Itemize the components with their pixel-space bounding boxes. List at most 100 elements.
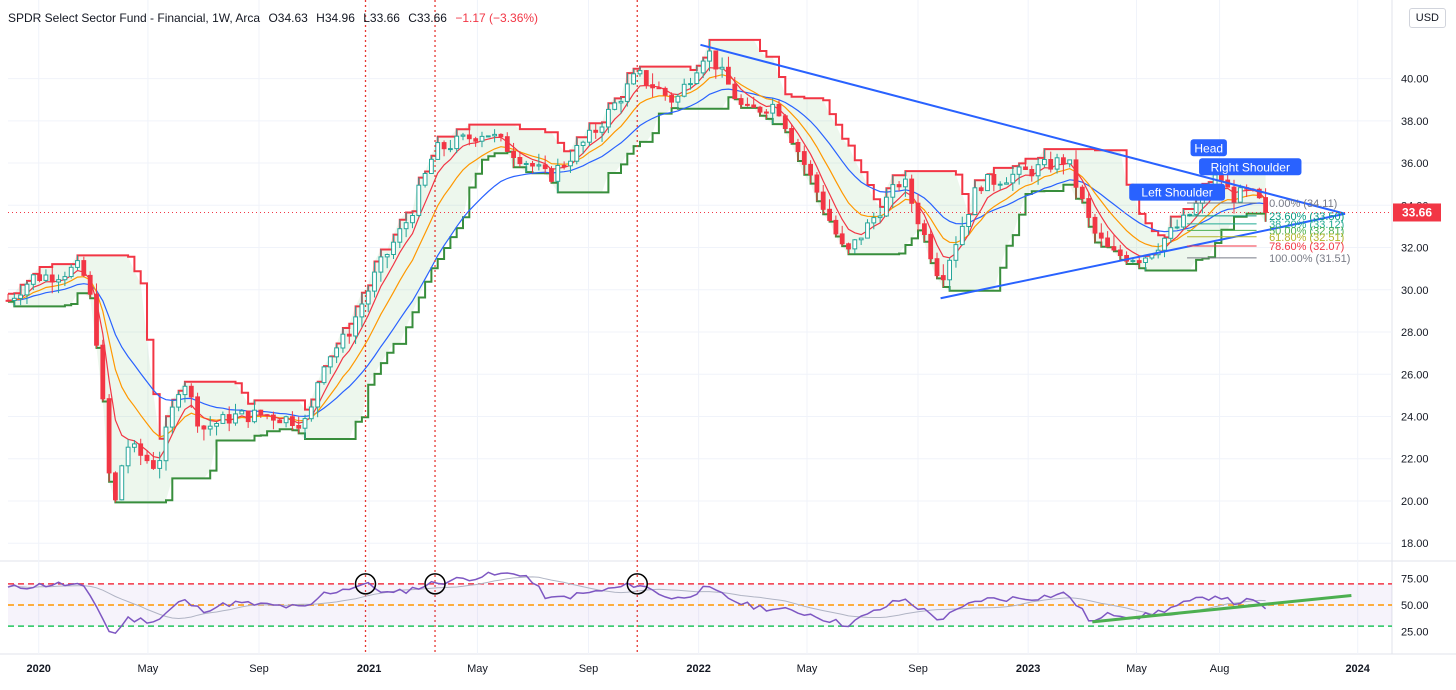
rsi-trendline: [1092, 593, 1352, 624]
candle-body: [365, 290, 371, 305]
time-axis-label: May: [138, 663, 159, 675]
candle-body: [1079, 186, 1085, 200]
candle-body: [81, 260, 87, 276]
candle-body: [479, 135, 485, 142]
time-axis-label: May: [1126, 663, 1147, 675]
candle-body: [574, 145, 580, 162]
candle: [719, 57, 725, 78]
candle: [852, 239, 858, 254]
candle: [315, 381, 321, 418]
candle: [448, 139, 453, 153]
candle-body: [801, 151, 807, 165]
candle-body: [732, 83, 738, 100]
candle-body: [1117, 249, 1123, 256]
candle: [1130, 258, 1136, 263]
currency-button[interactable]: USD: [1408, 8, 1446, 28]
candle: [359, 292, 365, 328]
candle-body: [68, 266, 74, 277]
candle-body: [1130, 260, 1136, 263]
candle-body: [391, 241, 396, 255]
candle: [523, 160, 529, 173]
candle-body: [492, 133, 498, 137]
last-price-label: 33.66: [1402, 205, 1432, 219]
candle-body: [947, 259, 953, 281]
candle-body: [504, 136, 510, 152]
candle: [485, 135, 491, 138]
candle-body: [580, 141, 586, 146]
candle-body: [473, 138, 479, 142]
price-tick-label: 26.00: [1401, 369, 1429, 381]
candle: [1256, 187, 1262, 200]
candle: [271, 411, 276, 430]
candle-body: [871, 217, 877, 224]
candle: [5, 293, 11, 302]
candle: [296, 416, 302, 434]
candle: [814, 172, 820, 202]
candle-body: [877, 215, 883, 219]
candle-body: [1010, 173, 1016, 184]
time-axis-label: Sep: [579, 663, 599, 675]
candle: [991, 167, 997, 192]
candle-body: [865, 222, 870, 239]
candle: [947, 257, 953, 291]
candle-body: [1086, 198, 1092, 218]
candle: [1042, 149, 1047, 168]
candle: [555, 158, 561, 193]
candle: [688, 77, 693, 90]
ema-slow-line: [7, 88, 1266, 418]
candle: [1067, 159, 1073, 168]
candle-body: [346, 333, 352, 337]
pattern-label-box: [1199, 158, 1302, 176]
candle-body: [637, 70, 643, 75]
candle-body: [1042, 159, 1047, 166]
fib-level-label: 78.60% (32.07): [1269, 241, 1344, 253]
candle: [144, 450, 150, 464]
candle-body: [972, 187, 978, 216]
candle: [694, 65, 700, 85]
candle-body: [833, 219, 839, 235]
candle: [321, 366, 327, 385]
candle-body: [283, 416, 289, 424]
lower-band-line: [8, 96, 1267, 504]
time-axis-label: May: [797, 663, 818, 675]
candle: [214, 422, 219, 436]
rsi-ma-line: [7, 576, 1266, 620]
candle: [631, 68, 637, 85]
candle: [789, 124, 795, 144]
candle-body: [568, 160, 573, 167]
candle: [207, 416, 213, 436]
candle-body: [1256, 188, 1262, 199]
candle-body: [435, 142, 441, 160]
candle-body: [448, 148, 453, 151]
candle: [782, 114, 788, 133]
change-value: −1.17 (−3.36%): [455, 11, 539, 25]
candle: [195, 392, 200, 433]
candle: [745, 97, 750, 107]
candle-body: [795, 142, 801, 153]
candle-body: [1092, 216, 1098, 234]
candle: [757, 105, 763, 116]
candle-body: [549, 168, 554, 182]
candle-body: [985, 174, 990, 192]
candle-body: [233, 413, 238, 424]
candle-body: [132, 443, 137, 448]
candle: [492, 129, 498, 143]
candle-body: [1061, 157, 1066, 165]
candle: [707, 39, 712, 72]
candle-body: [820, 191, 826, 210]
candle-body: [587, 129, 592, 143]
candle-body: [56, 279, 62, 283]
candle-body: [694, 72, 700, 85]
candle-body: [100, 344, 106, 400]
candle-body: [37, 274, 43, 281]
candle: [561, 161, 567, 170]
candle-body: [1263, 197, 1268, 213]
candle-body: [188, 385, 194, 398]
candle: [460, 132, 466, 141]
candle: [827, 199, 833, 222]
candle-body: [321, 366, 327, 384]
candle-body: [296, 425, 302, 429]
candle-body: [884, 196, 889, 217]
price-tick-label: 22.00: [1401, 454, 1429, 466]
